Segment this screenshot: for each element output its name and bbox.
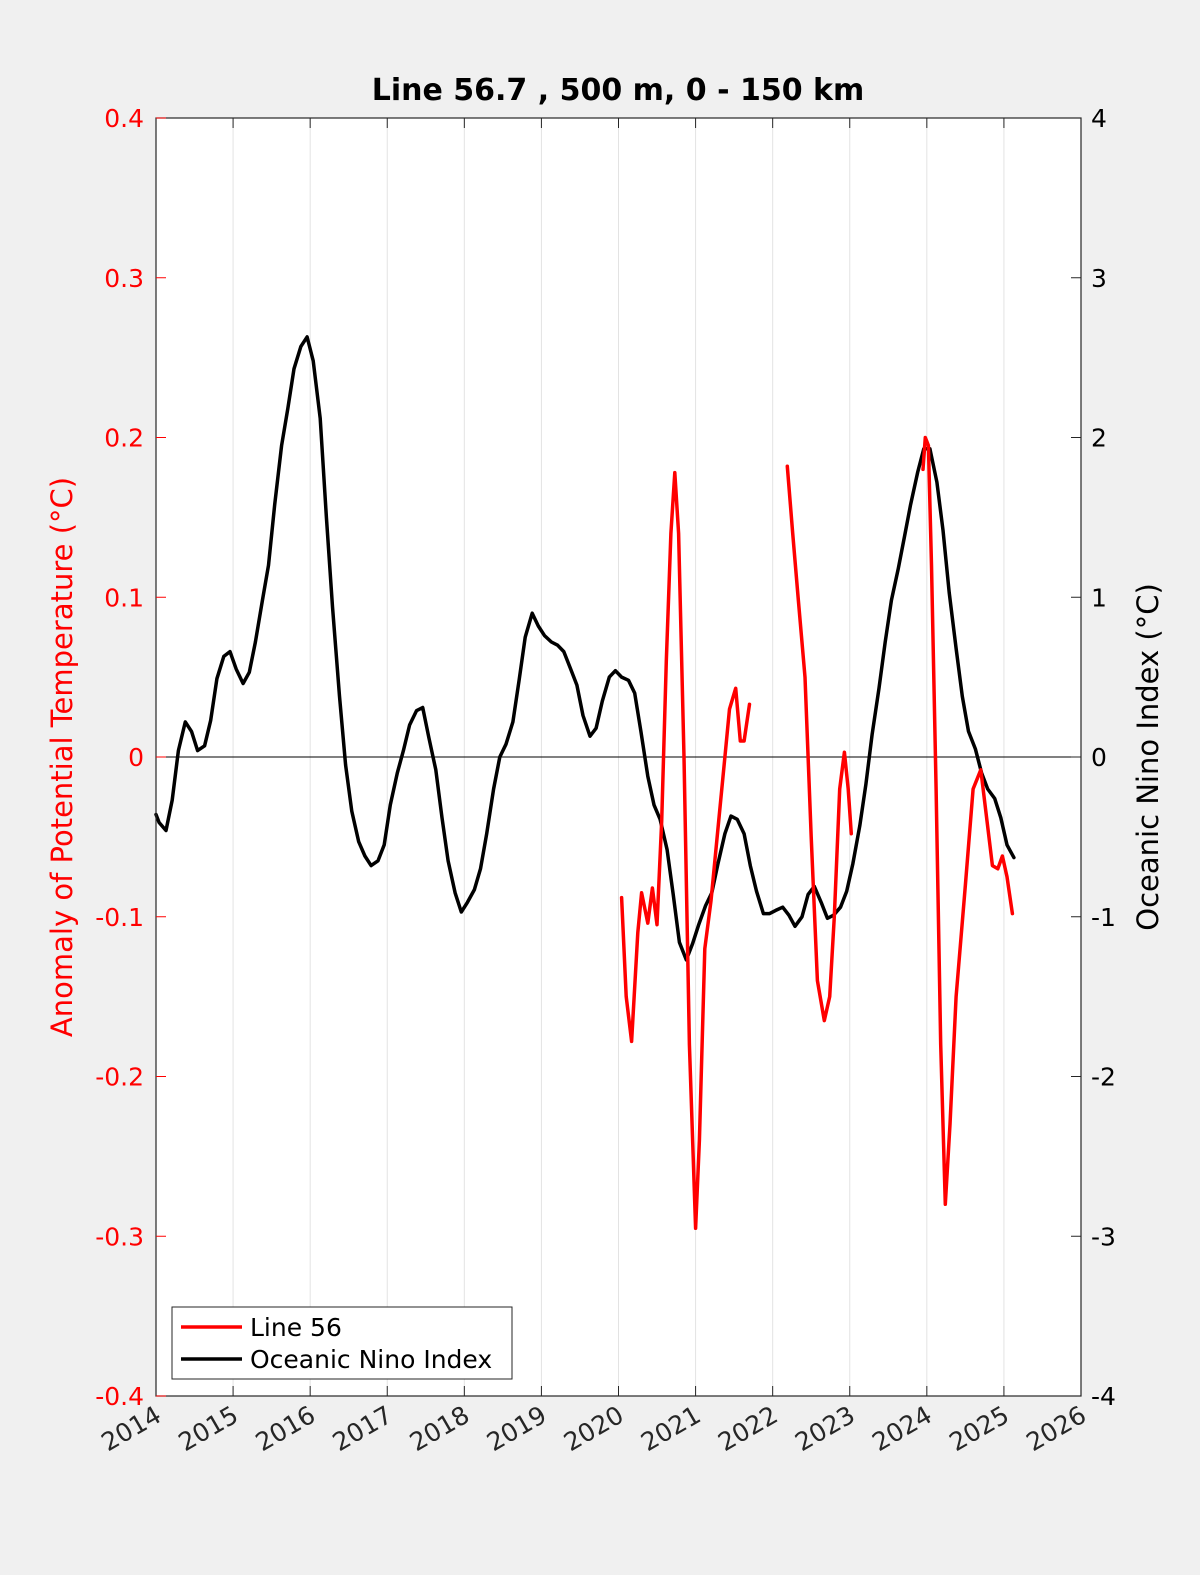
y-right-tick-label: 1 xyxy=(1091,583,1107,612)
y-right-tick-label: 2 xyxy=(1091,424,1107,453)
y-left-tick-label: 0 xyxy=(128,743,144,772)
legend-box xyxy=(171,1306,513,1380)
series-layer xyxy=(154,335,1016,1231)
y-right-tick-label: -3 xyxy=(1091,1222,1116,1251)
y-right-tick-label: 4 xyxy=(1091,104,1107,133)
y-left-tick-label: -0.4 xyxy=(95,1382,144,1411)
y-left-tick-label: 0.2 xyxy=(104,424,144,453)
y-axis-label-right: Oceanic Nino Index (°C) xyxy=(1131,583,1165,931)
line56-series-segment-2 xyxy=(921,435,1015,1207)
y-left-tick-label: 0.1 xyxy=(104,583,144,612)
y-right-tick-label: 3 xyxy=(1091,264,1107,293)
chart-title: Line 56.7 , 500 m, 0 - 150 km xyxy=(372,73,865,108)
y-right-tick-label: -2 xyxy=(1091,1063,1116,1092)
y-right-tick-label: 0 xyxy=(1091,743,1107,772)
oni-series-segment-0 xyxy=(154,335,1016,962)
legend-label-oni: Oceanic Nino Index xyxy=(250,1345,492,1374)
y-axis-label-left: Anomaly of Potential Temperature (°C) xyxy=(45,477,79,1037)
y-left-tick-label: -0.3 xyxy=(95,1222,144,1251)
y-left-tick-label: 0.3 xyxy=(104,264,144,293)
y-right-tick-label: -4 xyxy=(1091,1382,1116,1411)
legend-label-line56: Line 56 xyxy=(250,1313,342,1342)
legend: Line 56 Oceanic Nino Index xyxy=(171,1306,513,1380)
line56-series-segment-1 xyxy=(785,464,854,1023)
y-left-tick-label: 0.4 xyxy=(104,104,144,133)
line56-series-segment-0 xyxy=(619,470,752,1231)
y-left-tick-label: -0.1 xyxy=(95,903,144,932)
y-left-tick-label: -0.2 xyxy=(95,1063,144,1092)
y-right-tick-label: -1 xyxy=(1091,903,1116,932)
